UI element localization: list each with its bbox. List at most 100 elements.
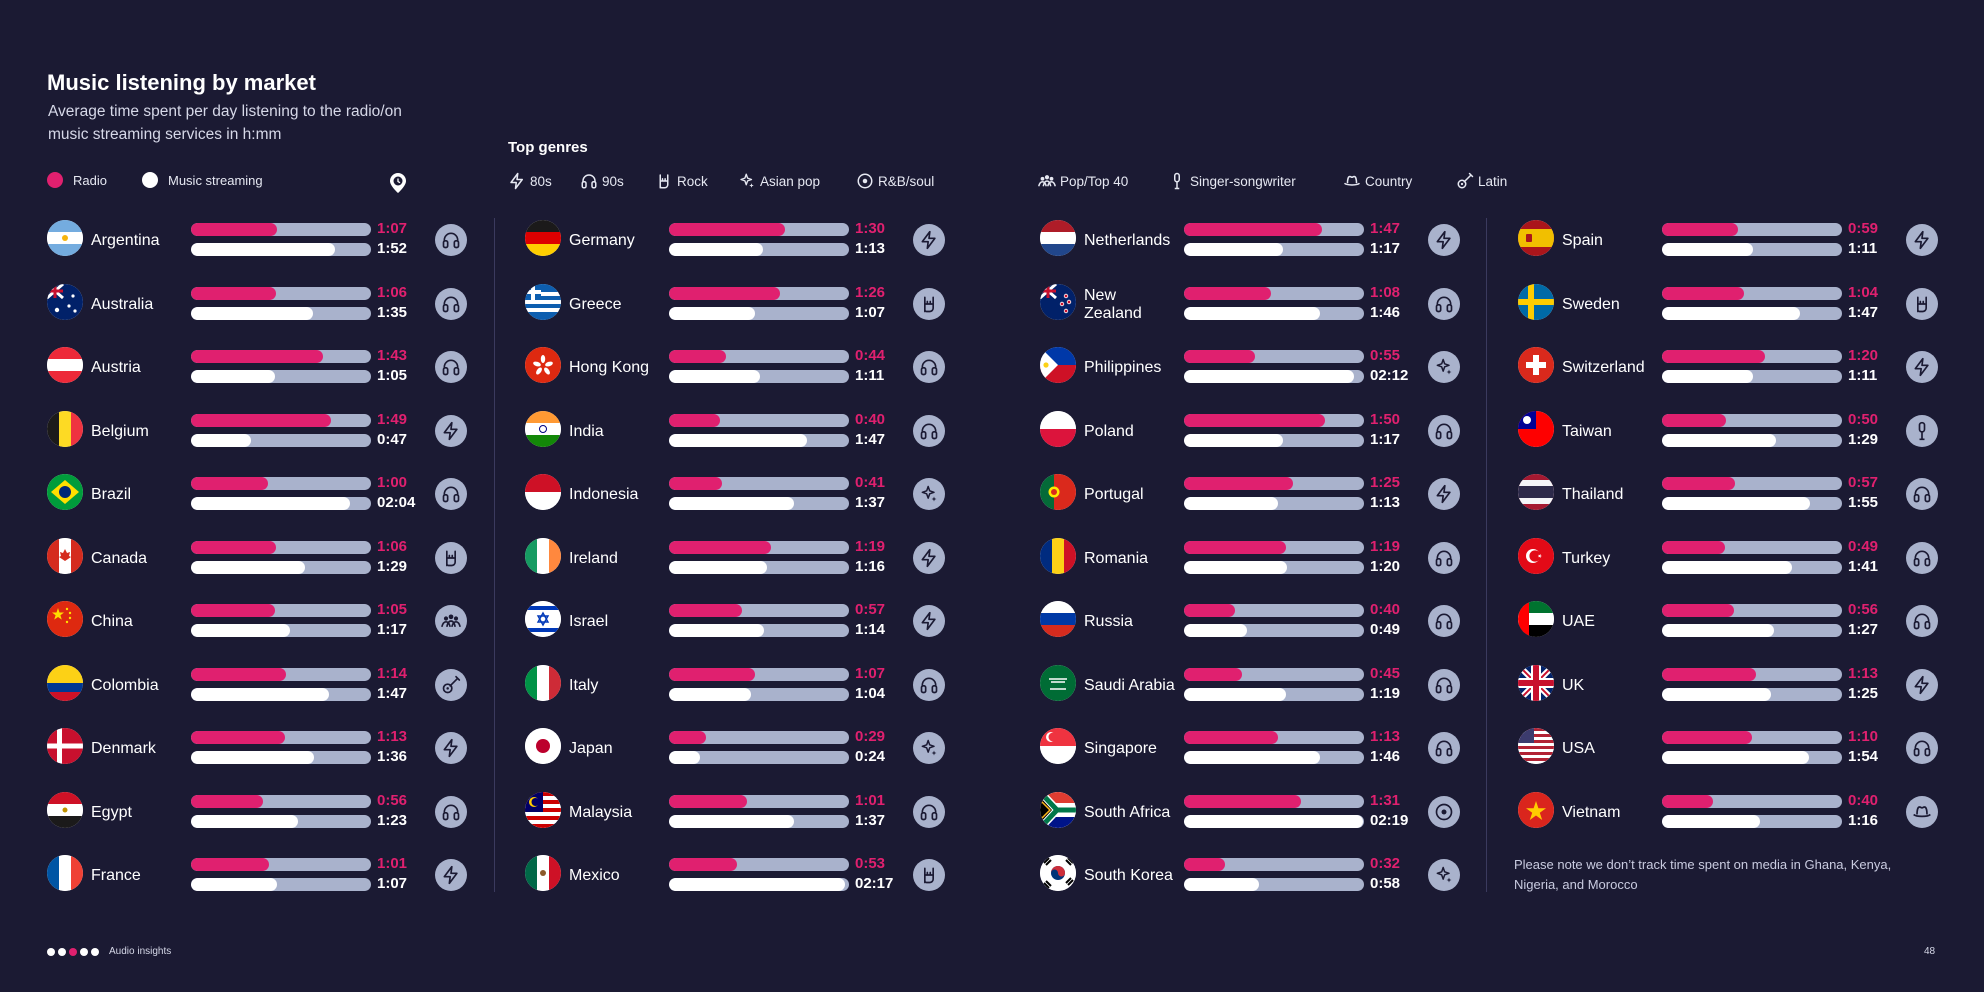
market-row-italy: Italy 1:07 1:04 — [525, 659, 955, 713]
streaming-value: 1:52 — [377, 240, 408, 257]
streaming-value: 02:17 — [855, 875, 894, 892]
market-name: Russia — [1084, 604, 1176, 640]
radio-bar-track — [191, 858, 371, 871]
market-row-uae: UAE 0:56 1:27 — [1518, 595, 1948, 649]
radio-bar-track — [669, 794, 849, 808]
streaming-bar — [1662, 624, 1774, 637]
market-name-text: Russia — [1084, 613, 1133, 630]
streaming-value: 1:46 — [1370, 303, 1401, 321]
radio-bar-track — [1662, 540, 1842, 554]
streaming-bar-track — [1184, 687, 1364, 701]
market-row-taiwan: Taiwan 0:50 1:29 — [1518, 405, 1948, 459]
streaming-bar-track — [1662, 370, 1842, 383]
streaming-bar — [1662, 751, 1809, 764]
radio-bar-track — [191, 667, 371, 681]
radio-bar-track — [1184, 286, 1364, 300]
radio-bar — [191, 794, 263, 808]
market-name-text: Colombia — [91, 676, 159, 694]
genre-key-80s: 80s — [508, 172, 552, 190]
column-divider — [1486, 218, 1487, 892]
headphones-icon — [913, 668, 945, 701]
streaming-value: 1:11 — [855, 367, 885, 384]
genre-key-country: Country — [1343, 172, 1412, 190]
radio-value: 0:45 — [1370, 664, 1401, 682]
streaming-swatch — [142, 172, 158, 188]
market-name: Sweden — [1562, 287, 1654, 323]
headphones-icon — [1906, 605, 1938, 637]
bolt-icon — [1428, 224, 1460, 256]
flag-japan-icon — [525, 728, 561, 764]
market-name: Canada — [91, 541, 183, 577]
market-name-text: USA — [1562, 740, 1595, 757]
genre-key-label: Country — [1365, 173, 1413, 189]
radio-bar — [669, 604, 743, 617]
flag-israel-icon — [525, 601, 561, 637]
market-name: Egypt — [91, 795, 183, 831]
streaming-bar — [191, 751, 315, 764]
streaming-bar-track — [1662, 687, 1842, 701]
radio-bar-track — [191, 477, 371, 490]
microphone-icon — [1168, 172, 1190, 190]
headphones-icon — [913, 414, 945, 447]
streaming-value: 1:17 — [1370, 240, 1401, 257]
radio-bar — [1184, 223, 1322, 236]
radio-bar — [191, 858, 270, 871]
radio-bar-track — [1184, 540, 1364, 554]
headphones-icon — [913, 795, 945, 828]
radio-bar — [1662, 477, 1736, 490]
streaming-value: 1:20 — [1370, 557, 1401, 575]
market-row-israel: Israel 0:57 1:14 — [525, 595, 955, 649]
streaming-bar — [1662, 497, 1810, 510]
market-name-text: Spain — [1562, 232, 1603, 249]
streaming-value: 1:11 — [1848, 240, 1878, 257]
streaming-value: 1:29 — [377, 557, 408, 575]
streaming-value: 0:47 — [377, 430, 408, 448]
market-name-text: Thailand — [1562, 486, 1624, 503]
streaming-bar — [1662, 433, 1777, 447]
market-row-austria: Austria 1:43 1:05 — [47, 341, 477, 395]
market-name: Saudi Arabia — [1084, 668, 1176, 704]
headphones-icon — [1906, 732, 1938, 764]
market-name: New Zealand — [1084, 287, 1176, 323]
streaming-bar-track — [1184, 433, 1364, 447]
market-name-text: China — [91, 613, 133, 630]
market-name: Italy — [569, 668, 661, 704]
streaming-bar — [1662, 560, 1792, 574]
market-row-new-zealand: New Zealand 1:08 1:46 — [1040, 278, 1470, 332]
market-name: Austria — [91, 350, 183, 386]
crowd-icon — [435, 605, 467, 637]
page-title: Music listening by market — [47, 70, 316, 95]
market-name-text: Malaysia — [569, 803, 633, 821]
page-dot — [80, 947, 88, 956]
genre-key-label: R&B/soul — [878, 173, 935, 189]
radio-bar — [1662, 667, 1756, 681]
streaming-bar-track — [669, 624, 849, 637]
radio-value: 1:43 — [377, 347, 408, 364]
radio-bar-track — [669, 731, 849, 744]
market-row-japan: Japan 0:29 0:24 — [525, 722, 955, 776]
radio-bar — [669, 731, 707, 744]
streaming-bar-track — [1184, 306, 1364, 320]
streaming-bar — [1662, 687, 1772, 701]
streaming-bar-track — [669, 878, 849, 891]
legend-radio: Radio — [47, 172, 107, 188]
radio-value: 1:49 — [377, 410, 408, 428]
streaming-bar — [1662, 814, 1760, 828]
streaming-bar-track — [191, 370, 371, 383]
radio-bar — [669, 858, 738, 871]
radio-bar — [1184, 858, 1226, 871]
radio-bar-track — [1184, 604, 1364, 617]
radio-bar-track — [1662, 604, 1842, 617]
streaming-value: 1:54 — [1848, 748, 1879, 765]
radio-bar-track — [669, 604, 849, 617]
streaming-value: 1:47 — [855, 430, 886, 448]
radio-bar-track — [1662, 350, 1842, 363]
streaming-bar — [191, 433, 252, 447]
streaming-bar — [1184, 687, 1286, 701]
radio-bar-track — [1184, 350, 1364, 363]
streaming-bar — [669, 243, 763, 256]
radio-value: 1:26 — [855, 283, 886, 301]
headphones-icon — [435, 224, 467, 256]
radio-bar-track — [669, 223, 849, 236]
streaming-bar-track — [191, 243, 371, 256]
